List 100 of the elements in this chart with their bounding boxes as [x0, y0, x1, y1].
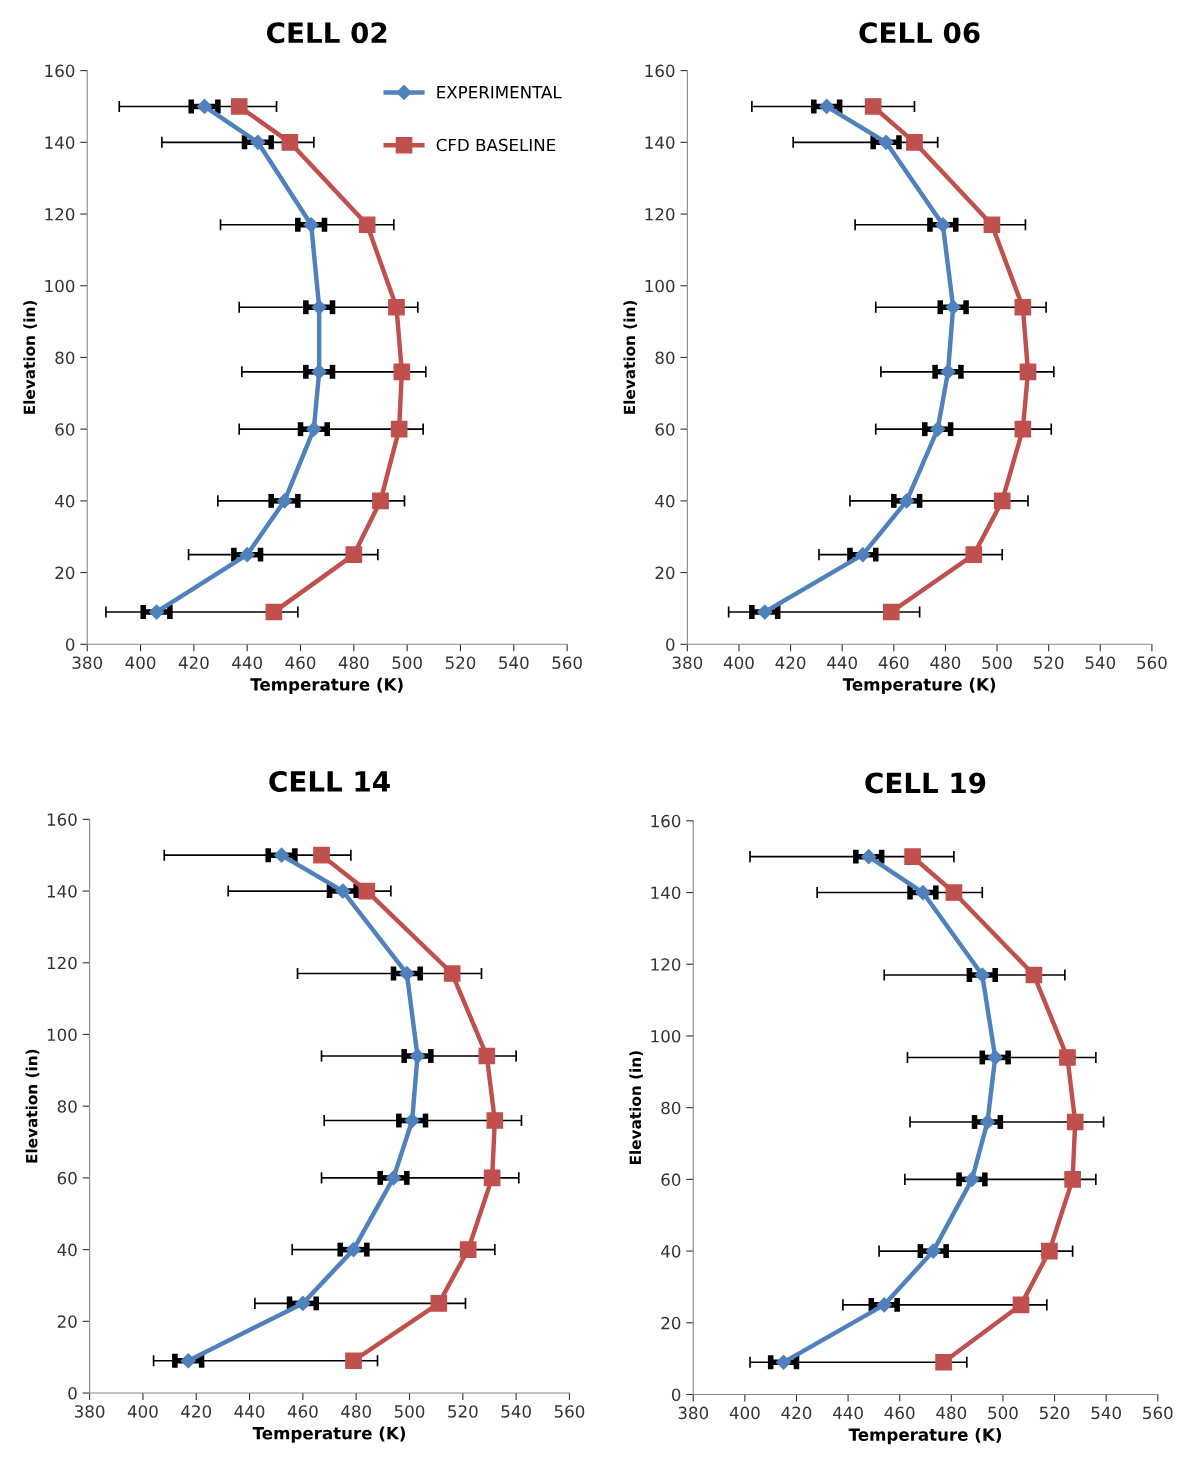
point [276, 493, 293, 509]
y-tick-label: 20 [55, 566, 75, 580]
point [148, 604, 165, 620]
x-tick-label: 460 [285, 656, 316, 669]
point [983, 216, 1001, 234]
point [878, 134, 894, 150]
y-tick-label: 0 [671, 1388, 681, 1402]
x-tick-label: 440 [234, 1405, 265, 1418]
point [1014, 298, 1032, 316]
y-tick-label: 60 [57, 1171, 77, 1185]
x-tick-label: 380 [72, 656, 103, 669]
y-tick-label: 140 [45, 136, 75, 149]
x-tick-label: 460 [884, 1406, 915, 1420]
y-tick-label: 60 [661, 1173, 681, 1186]
x-tick-label: 560 [1143, 1406, 1173, 1420]
x-tick-label: 540 [1085, 656, 1116, 669]
y-tick-label: 140 [651, 886, 681, 900]
point [1014, 420, 1032, 438]
point [265, 603, 283, 621]
y-tick-label: 40 [55, 494, 75, 508]
x-tick-label: 500 [392, 656, 422, 669]
x-axis-title: Temperature (K) [252, 1426, 406, 1443]
x-tick-label: 560 [552, 656, 582, 669]
x-tick-label: 400 [723, 656, 754, 669]
point [390, 420, 408, 438]
point [196, 98, 213, 115]
point [303, 217, 319, 233]
x-tick-label: 500 [394, 1405, 425, 1418]
point [483, 1169, 501, 1187]
y-tick-label: 160 [651, 814, 681, 828]
y-tick-label: 140 [47, 885, 77, 898]
x-tick-label: 380 [672, 656, 703, 669]
x-tick-label: 420 [775, 656, 806, 669]
point [864, 98, 882, 115]
point [478, 1047, 496, 1065]
legend-label: EXPERIMENTAL [437, 86, 562, 99]
point [306, 421, 322, 437]
y-tick-label: 80 [57, 1100, 77, 1113]
point [940, 364, 956, 380]
point [974, 967, 990, 983]
y-tick-label: 100 [651, 1029, 681, 1043]
x-tick-label: 380 [678, 1406, 709, 1420]
y-axis-title: Elevation (in) [23, 300, 37, 414]
point [399, 965, 415, 982]
point [230, 98, 248, 115]
point [965, 546, 983, 563]
y-tick-label: 120 [645, 207, 675, 221]
point [819, 98, 835, 115]
point [311, 299, 327, 315]
y-tick-label: 40 [57, 1243, 77, 1257]
point [250, 134, 266, 150]
y-tick-label: 120 [45, 207, 75, 221]
y-tick-label: 100 [45, 279, 75, 293]
y-tick-label: 120 [651, 958, 681, 971]
point [987, 1049, 1003, 1066]
point [358, 216, 376, 234]
x-tick-label: 440 [827, 656, 857, 669]
y-tick-label: 0 [68, 1387, 77, 1400]
y-tick-label: 160 [45, 64, 75, 78]
point [915, 884, 931, 901]
point [964, 1171, 980, 1187]
x-tick-label: 400 [729, 1406, 760, 1420]
y-tick-label: 40 [661, 1245, 681, 1258]
x-tick-label: 560 [1137, 656, 1167, 669]
point [906, 133, 923, 151]
chart-title: CELL 06 [859, 22, 980, 44]
x-tick-label: 480 [930, 656, 961, 669]
point [1012, 1296, 1030, 1314]
y-tick-label: 160 [47, 813, 77, 826]
point [899, 493, 915, 509]
point [935, 217, 951, 233]
x-tick-label: 520 [448, 1405, 478, 1418]
y-tick-label: 80 [55, 351, 75, 365]
point [313, 846, 330, 864]
legend-label: CFD BASELINE [436, 138, 556, 152]
y-tick-label: 60 [655, 423, 675, 436]
x-tick-label: 480 [338, 656, 369, 669]
point [861, 849, 877, 865]
chart-title: CELL 19 [865, 772, 986, 794]
point [335, 883, 351, 899]
point [372, 492, 389, 510]
x-axis-title: Temperature (K) [842, 677, 996, 694]
point [904, 848, 921, 866]
y-tick-label: 0 [65, 638, 75, 651]
chart-title: CELL 02 [267, 22, 387, 44]
x-tick-label: 460 [878, 656, 909, 669]
x-tick-label: 480 [936, 1406, 967, 1420]
point [925, 1243, 941, 1259]
y-axis-title: Elevation (in) [25, 1049, 40, 1163]
point [459, 1241, 477, 1258]
y-tick-label: 60 [55, 423, 75, 436]
x-tick-label: 440 [833, 1406, 863, 1420]
y-tick-label: 40 [655, 494, 675, 508]
x-tick-label: 480 [341, 1405, 371, 1418]
point [1041, 1242, 1058, 1260]
y-tick-label: 20 [57, 1315, 77, 1328]
x-axis-title: Temperature (K) [250, 677, 403, 694]
point [393, 363, 411, 381]
point [404, 1112, 420, 1129]
point [385, 1170, 402, 1186]
